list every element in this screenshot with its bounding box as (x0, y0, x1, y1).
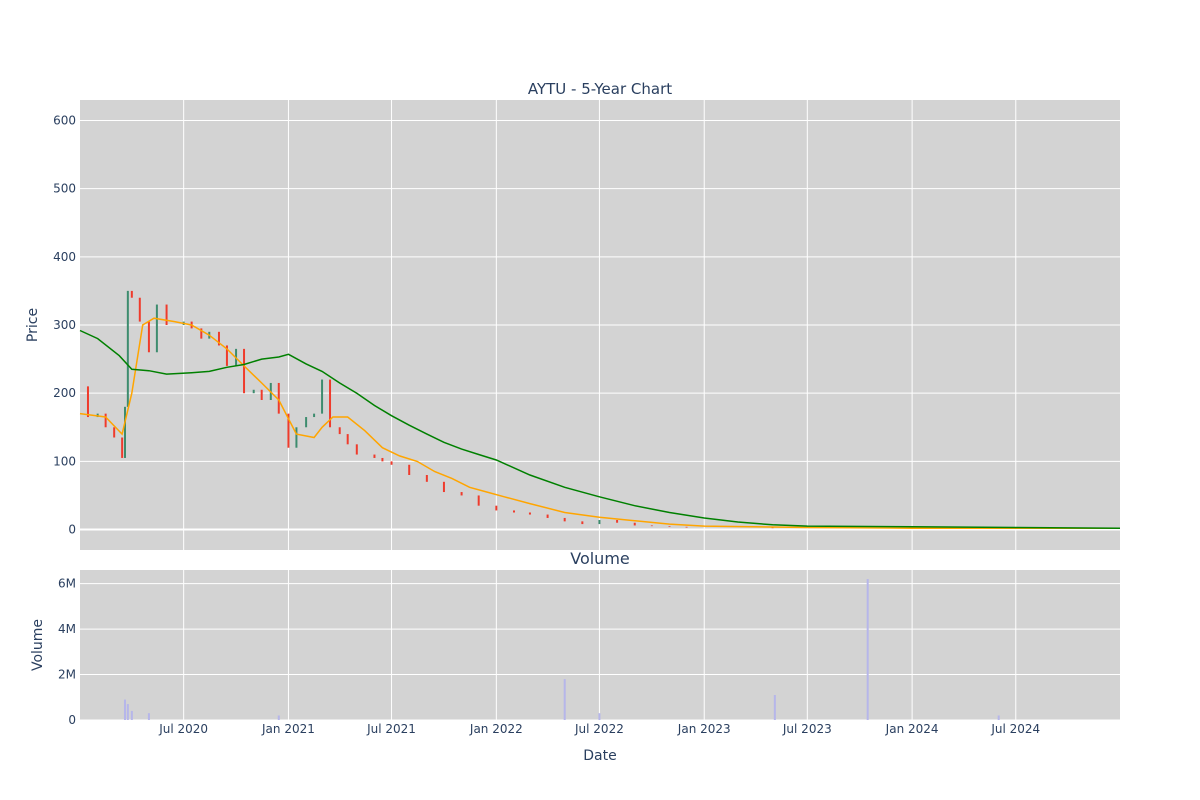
x-tick-label: Jul 2024 (990, 722, 1040, 736)
ma-short-line (79, 317, 1120, 529)
volume-bar (866, 579, 869, 720)
volume-bars (123, 579, 1000, 720)
price-y-tick-label: 0 (68, 523, 76, 537)
volume-y-tick-label: 2M (58, 668, 76, 682)
price-y-ticks: 0 100 200 300 400 500 600 (53, 113, 76, 536)
volume-bar (130, 710, 133, 720)
volume-subtitle: Volume (570, 549, 630, 568)
volume-bar (997, 715, 1000, 720)
x-tick-label: Jul 2020 (158, 722, 208, 736)
volume-bar (773, 695, 776, 720)
price-y-axis-title: Price (25, 308, 41, 342)
price-y-tick-label: 500 (53, 182, 76, 196)
volume-bar (563, 679, 566, 720)
price-y-tick-label: 600 (53, 113, 76, 127)
volume-plot-area (80, 570, 1120, 720)
price-candles (86, 290, 774, 529)
ma-long-line (79, 329, 1121, 529)
volume-bar (123, 699, 126, 720)
chart-title: AYTU - 5-Year Chart (528, 80, 672, 98)
x-tick-label: Jul 2022 (574, 722, 624, 736)
price-y-tick-label: 200 (53, 386, 76, 400)
volume-y-tick-label: 0 (68, 713, 76, 727)
x-tick-label: Jan 2022 (469, 722, 523, 736)
price-y-tick-label: 300 (53, 318, 76, 332)
x-axis-ticks: Jul 2020 Jan 2021 Jul 2021 Jan 2022 Jul 2022… (158, 722, 1040, 736)
volume-gridlines (80, 570, 1120, 721)
price-y-tick-label: 400 (53, 250, 76, 264)
volume-y-axis-title: Volume (30, 619, 46, 671)
x-tick-label: Jul 2021 (366, 722, 416, 736)
volume-bar (126, 704, 129, 720)
volume-y-ticks: 0 2M 4M 6M (58, 577, 76, 727)
price-y-tick-label: 100 (53, 454, 76, 468)
volume-bar (277, 715, 280, 720)
x-tick-label: Jul 2023 (782, 722, 832, 736)
volume-y-tick-label: 4M (58, 622, 76, 636)
x-tick-label: Jan 2024 (885, 722, 939, 736)
x-axis-title: Date (583, 748, 616, 764)
volume-bar (598, 713, 601, 720)
x-tick-label: Jan 2021 (261, 722, 315, 736)
volume-bar (147, 713, 150, 720)
volume-y-tick-label: 6M (58, 577, 76, 591)
x-tick-label: Jan 2023 (677, 722, 731, 736)
